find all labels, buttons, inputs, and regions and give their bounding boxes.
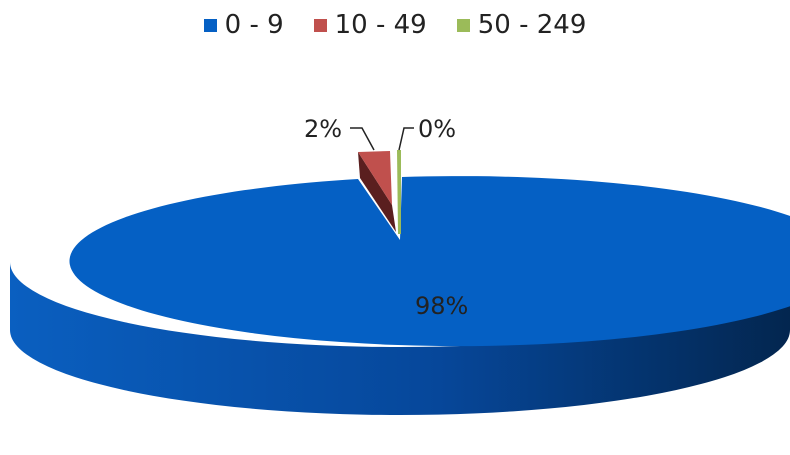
legend-item-50-249: 50 - 249	[456, 10, 587, 40]
legend-item-0-9: 0 - 9	[203, 10, 284, 40]
legend-swatch-50-249	[456, 18, 470, 32]
data-label-50-249: 0%	[418, 115, 456, 143]
legend-item-10-49: 10 - 49	[313, 10, 427, 40]
legend-label-0-9: 0 - 9	[224, 10, 284, 40]
legend-swatch-10-49	[313, 18, 327, 32]
pie-slice-10-49	[358, 151, 392, 205]
data-label-10-49: 2%	[304, 115, 342, 143]
legend-label-10-49: 10 - 49	[334, 10, 427, 40]
pie-slice-0-9	[69, 176, 790, 347]
chart-legend: 0 - 9 10 - 49 50 - 249	[0, 10, 790, 40]
pie-slice-50-249	[397, 150, 401, 234]
data-label-0-9: 98%	[415, 292, 468, 320]
pie-slice-10-49-side	[358, 152, 396, 232]
legend-swatch-0-9	[203, 18, 217, 32]
pie-slice-0-9-side	[10, 262, 790, 415]
leader-line-50-249	[398, 127, 414, 151]
leader-line-10-49	[350, 127, 375, 151]
legend-label-50-249: 50 - 249	[477, 10, 587, 40]
